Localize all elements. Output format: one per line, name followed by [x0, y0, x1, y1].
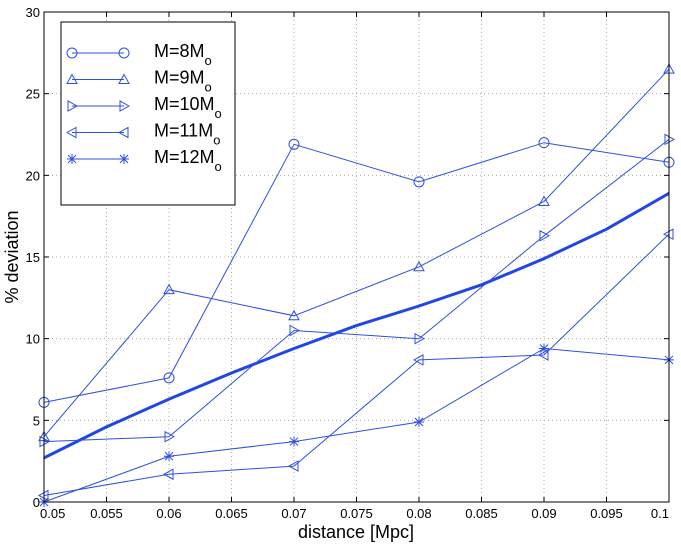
legend-marker	[66, 47, 78, 59]
data-point	[163, 283, 175, 295]
legend-label-subscript: o	[205, 80, 212, 95]
series-line	[43, 233, 670, 496]
x-tick-label: 0.05	[40, 506, 65, 521]
x-tick-label: 0.1	[651, 506, 669, 521]
data-point	[164, 430, 176, 443]
legend-marker	[67, 154, 77, 164]
data-point	[163, 372, 175, 384]
x-axis-label: distance [Mpc]	[298, 522, 414, 542]
x-tick-label: 0.075	[340, 506, 373, 521]
data-point	[164, 451, 174, 462]
data-point	[413, 260, 425, 272]
y-tick-label: 15	[26, 250, 40, 265]
legend-marker	[118, 73, 130, 84]
y-tick-label: 10	[26, 332, 40, 347]
data-point	[414, 332, 426, 345]
y-axis: 0 5 10 15 20 25 30	[26, 5, 669, 510]
x-tick-label: 0.095	[590, 506, 623, 521]
series-1	[38, 137, 675, 408]
data-point	[289, 324, 301, 337]
x-tick-label: 0.055	[90, 506, 123, 521]
data-point	[413, 176, 425, 188]
data-point	[414, 416, 424, 427]
data-point	[289, 436, 299, 447]
legend-marker	[119, 100, 131, 112]
legend-marker	[65, 126, 77, 139]
legend-label-subscript: o	[205, 53, 212, 68]
data-point	[288, 309, 300, 321]
y-axis-label: % deviation	[2, 210, 22, 303]
legend-marker	[119, 154, 129, 164]
legend-marker	[118, 47, 130, 59]
legend-marker	[117, 126, 129, 139]
series-line	[43, 68, 670, 438]
data-point	[539, 343, 549, 354]
data-point	[287, 460, 299, 472]
legend-marker	[67, 100, 79, 112]
fit-curve-group	[43, 191, 670, 460]
y-tick-label: 30	[26, 5, 40, 20]
x-tick-label: 0.08	[406, 506, 431, 521]
data-point	[412, 354, 424, 366]
x-tick-label: 0.065	[215, 506, 248, 521]
legend-marker	[66, 73, 78, 84]
x-tick-label: 0.06	[156, 506, 181, 521]
series-line	[43, 142, 670, 403]
fit-curve	[43, 191, 670, 460]
legend-label-subscript: o	[215, 159, 222, 174]
x-axis: 0.05 0.055 0.06 0.065 0.07 0.075 0.08 0.085 0.09…	[40, 12, 670, 521]
x-tick-label: 0.09	[531, 506, 556, 521]
data-point	[539, 229, 551, 242]
y-tick-label: 5	[33, 413, 40, 428]
data-point	[288, 138, 300, 150]
y-tick-label: 25	[26, 87, 40, 102]
y-tick-label: 20	[26, 168, 40, 183]
data-point	[538, 137, 550, 149]
data-point	[538, 195, 550, 206]
legend-label-subscript: o	[215, 106, 222, 121]
legend-label-subscript: o	[213, 133, 220, 148]
data-point	[162, 468, 174, 481]
series-line	[43, 139, 670, 443]
series-line	[43, 347, 670, 503]
y-tick-label: 0	[33, 495, 40, 510]
x-tick-label: 0.07	[281, 506, 306, 521]
grid	[44, 12, 669, 502]
x-tick-label: 0.085	[465, 506, 498, 521]
